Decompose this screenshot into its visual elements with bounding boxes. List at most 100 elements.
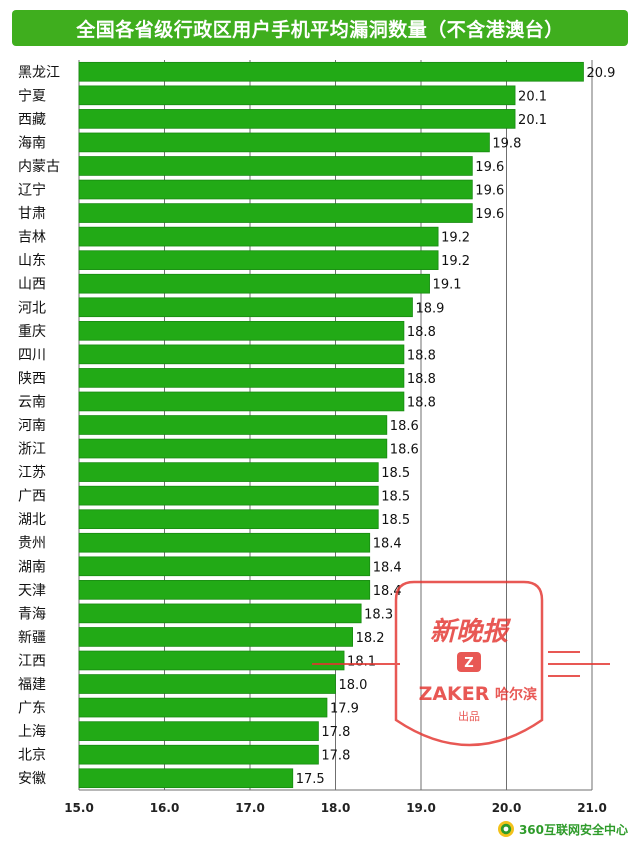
- x-tick-label: 15.0: [64, 801, 94, 815]
- category-label: 江西: [18, 653, 46, 669]
- value-label: 20.1: [518, 89, 547, 104]
- value-label: 20.1: [518, 113, 547, 128]
- bar: [78, 721, 319, 741]
- bar: [78, 226, 439, 247]
- bar: [78, 697, 328, 718]
- value-label: 18.4: [373, 584, 402, 599]
- labels-layer: 黑龙江 20.9 宁夏 20.1 西藏 20.1 海南 19.8 内蒙古 19.6 辽宁 19.6 甘肃…: [18, 65, 615, 787]
- bar: [78, 509, 379, 530]
- x-tick-label: 18.0: [321, 801, 351, 815]
- value-label: 18.5: [381, 513, 410, 528]
- bar: [78, 462, 379, 482]
- bar: [78, 250, 439, 270]
- category-label: 天津: [18, 583, 46, 599]
- bar: [78, 438, 388, 459]
- bar: [78, 273, 430, 294]
- bar: [78, 85, 516, 106]
- bar: [78, 109, 516, 129]
- bar: [78, 320, 405, 341]
- x-tick-label: 20.0: [492, 801, 522, 815]
- category-label: 甘肃: [18, 206, 46, 222]
- bar: [78, 674, 336, 694]
- category-label: 福建: [18, 677, 46, 693]
- value-label: 18.8: [407, 348, 436, 363]
- category-label: 浙江: [18, 442, 46, 458]
- bar: [78, 156, 473, 176]
- bar: [78, 203, 473, 223]
- x-tick-label: 19.0: [406, 801, 436, 815]
- value-label: 19.6: [475, 160, 504, 175]
- category-label: 宁夏: [18, 87, 46, 104]
- value-label: 18.3: [364, 607, 393, 622]
- bar: [78, 61, 584, 82]
- value-label: 18.8: [407, 372, 436, 387]
- bar: [78, 297, 413, 318]
- bar: [78, 368, 405, 388]
- category-label: 北京: [18, 748, 46, 764]
- value-label: 18.4: [373, 537, 402, 552]
- chart-title-bar: 全国各省级行政区用户手机平均漏洞数量（不含港澳台）: [12, 10, 628, 46]
- category-label: 山东: [18, 253, 46, 269]
- bar: [78, 344, 405, 365]
- category-label: 云南: [18, 394, 46, 410]
- value-label: 17.8: [321, 749, 350, 764]
- category-label: 西藏: [18, 112, 46, 128]
- value-label: 18.5: [381, 490, 410, 505]
- bars-layer: [78, 61, 584, 789]
- bar: [78, 485, 379, 506]
- value-label: 19.6: [475, 207, 504, 222]
- value-label: 17.5: [296, 772, 325, 787]
- value-label: 19.1: [433, 278, 462, 293]
- value-label: 18.8: [407, 325, 436, 340]
- value-label: 19.6: [475, 184, 504, 199]
- value-label: 18.6: [390, 443, 419, 458]
- x-tick-label: 17.0: [235, 801, 265, 815]
- bar: [78, 532, 371, 553]
- bar: [78, 650, 345, 671]
- category-label: 四川: [18, 347, 46, 363]
- bar: [78, 132, 490, 153]
- footer-logo-text: 360互联网安全中心: [518, 822, 628, 837]
- category-label: 广西: [18, 489, 46, 505]
- bar: [78, 580, 371, 600]
- value-label: 19.2: [441, 254, 470, 269]
- footer-logo: 360互联网安全中心: [497, 820, 628, 838]
- category-label: 安徽: [18, 771, 46, 787]
- value-label: 18.9: [415, 301, 444, 316]
- value-label: 18.2: [356, 631, 385, 646]
- category-label: 吉林: [18, 230, 46, 246]
- bar: [78, 603, 362, 624]
- category-label: 湖北: [18, 512, 46, 528]
- value-label: 17.8: [321, 725, 350, 740]
- bar: [78, 768, 294, 789]
- value-label: 18.5: [381, 466, 410, 481]
- bar: [78, 627, 354, 647]
- category-label: 海南: [18, 135, 46, 151]
- value-label: 17.9: [330, 702, 359, 717]
- value-label: 20.9: [586, 66, 615, 81]
- category-label: 广东: [18, 701, 46, 717]
- chart-title: 全国各省级行政区用户手机平均漏洞数量（不含港澳台）: [76, 18, 564, 41]
- value-label: 18.8: [407, 395, 436, 410]
- bar: [78, 391, 405, 412]
- value-label: 18.6: [390, 419, 419, 434]
- value-label: 18.4: [373, 560, 402, 575]
- bar: [78, 179, 473, 200]
- category-label: 河北: [18, 300, 46, 316]
- category-label: 贵州: [18, 536, 46, 552]
- category-label: 辽宁: [18, 182, 46, 199]
- value-label: 19.2: [441, 231, 470, 246]
- category-label: 陕西: [18, 371, 46, 387]
- value-label: 19.8: [492, 136, 521, 151]
- bar: [78, 415, 388, 435]
- category-label: 新疆: [18, 630, 46, 646]
- shield-360-icon: [497, 821, 514, 837]
- category-label: 河南: [18, 418, 46, 434]
- bar: [78, 556, 371, 577]
- value-label: 18.1: [347, 654, 376, 669]
- category-label: 重庆: [18, 324, 46, 340]
- category-label: 湖南: [18, 559, 46, 575]
- value-label: 18.0: [339, 678, 368, 693]
- x-tick-label: 16.0: [150, 801, 180, 815]
